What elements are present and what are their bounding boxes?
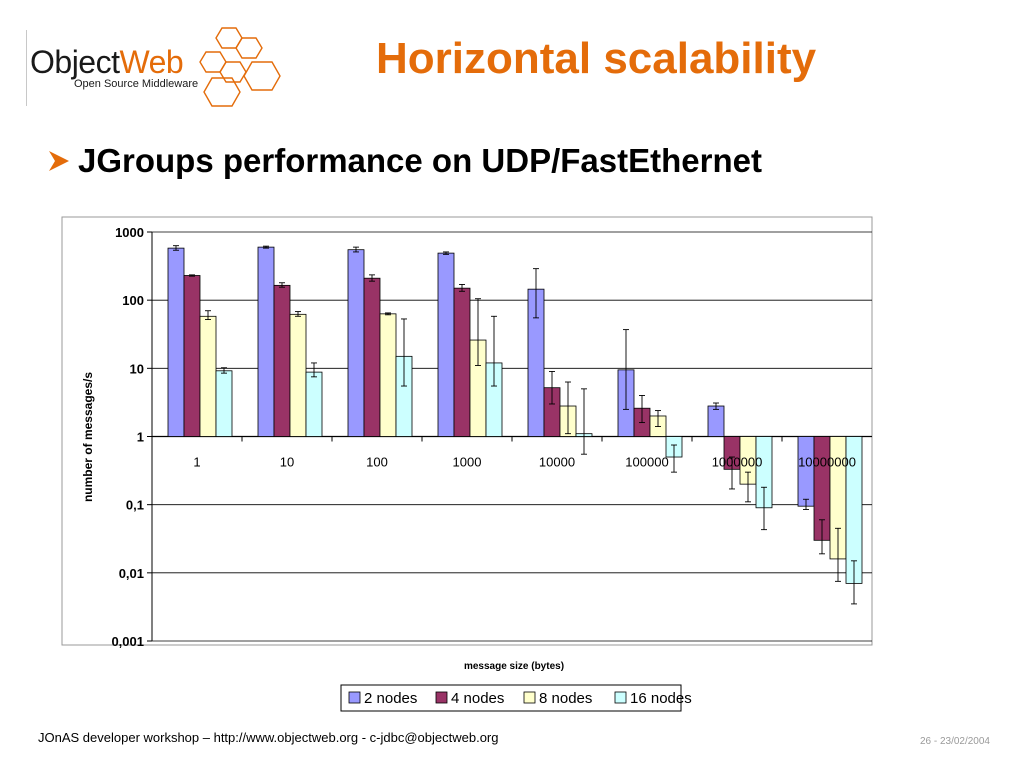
- slide-title: Horizontal scalability: [376, 34, 817, 83]
- bar: [289, 313, 307, 437]
- bar: [453, 287, 471, 437]
- x-category-label: 100000: [625, 455, 668, 470]
- page-number: 26 - 23/02/2004: [919, 736, 990, 747]
- legend-swatch: [523, 691, 536, 704]
- bar: [797, 436, 815, 507]
- legend-swatch: [435, 691, 448, 704]
- logo-divider: [26, 30, 27, 106]
- y-tick-label: 10: [130, 361, 144, 376]
- logo-tagline: Open Source Middleware: [74, 78, 199, 90]
- chart-legend: 2 nodes 4 nodes 8 nodes 16 nodes: [340, 684, 692, 712]
- bullet-text: JGroups performance on UDP/FastEthernet: [78, 142, 762, 179]
- bar: [347, 249, 365, 437]
- bullet-point: JGroups performance on UDP/FastEthernet: [46, 142, 762, 180]
- logo-word-a: Object: [30, 44, 120, 80]
- logo-word-b: Web: [119, 44, 184, 80]
- legend-swatch: [348, 691, 361, 704]
- bar: [273, 284, 291, 437]
- y-tick-label: 0,1: [126, 498, 144, 513]
- bar: [183, 275, 201, 437]
- arrow-bullet-icon: [49, 151, 69, 171]
- x-category-label: 100: [366, 455, 388, 470]
- y-tick-label: 0,01: [119, 566, 144, 581]
- x-category-label: 10000: [539, 455, 575, 470]
- bar: [707, 405, 725, 437]
- x-category-label: 1000: [453, 455, 482, 470]
- bar: [379, 313, 397, 437]
- x-category-label: 10: [280, 455, 294, 470]
- legend-label: 4 nodes: [451, 690, 504, 707]
- bar-chart: 1000 100 10 1 0,1 0,01 0,001 1 10 100 1000 10000 10…: [61, 216, 873, 712]
- bar: [167, 247, 185, 437]
- objectweb-logo: ObjectWeb Open Source Middleware: [22, 26, 284, 110]
- bar: [257, 246, 275, 437]
- bar: [215, 370, 233, 437]
- legend-label: 8 nodes: [539, 690, 592, 707]
- legend-swatch: [614, 691, 627, 704]
- x-category-label: 10000000: [798, 455, 856, 470]
- legend-label: 16 nodes: [630, 690, 692, 707]
- x-axis-label: message size (bytes): [464, 661, 564, 672]
- legend-label: 2 nodes: [364, 690, 417, 707]
- logo-wordmark: ObjectWeb: [30, 44, 184, 81]
- y-axis-label: number of messages/s: [81, 372, 95, 502]
- logo-hexagons-icon: [199, 27, 281, 107]
- y-tick-label: 1: [137, 430, 144, 445]
- bar: [199, 315, 217, 437]
- y-tick-label: 1000: [115, 225, 144, 240]
- x-category-label: 1: [193, 455, 200, 470]
- y-tick-label: 100: [122, 293, 144, 308]
- x-category-label: 1000000: [712, 455, 763, 470]
- y-tick-label: 0,001: [111, 634, 144, 649]
- bar: [363, 277, 381, 437]
- bar: [305, 371, 323, 437]
- bar: [437, 252, 455, 437]
- footer-text: JOnAS developer workshop – http://www.ob…: [38, 730, 499, 745]
